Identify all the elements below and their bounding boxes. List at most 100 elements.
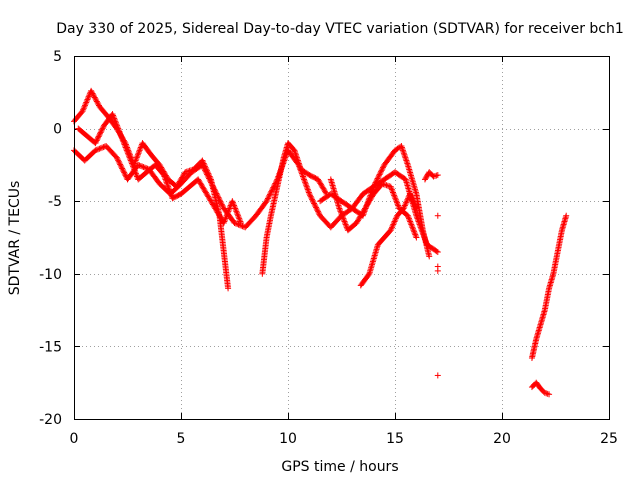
data-point-track-c <box>120 140 127 147</box>
data-point-track-c <box>97 129 104 136</box>
y-tick-labels: 5 0 -5 -10 -15 -20 <box>39 49 62 428</box>
data-point-track-b <box>92 95 99 102</box>
data-point-track-c <box>114 124 121 131</box>
data-point-track-c <box>127 157 134 164</box>
data-point-track-e <box>377 168 384 175</box>
data-point-track-c <box>237 219 244 226</box>
data-point-track-b <box>82 100 89 107</box>
data-point-track-a <box>434 249 441 256</box>
data-point-track-c <box>124 150 131 157</box>
data-point-track-c <box>119 135 126 142</box>
data-point-track-b <box>90 93 97 100</box>
data-point-track-f <box>390 190 397 197</box>
x-tick-label: 15 <box>386 431 404 447</box>
data-point-track-a <box>97 145 104 152</box>
data-point-track-f <box>412 233 419 240</box>
data-point-track-g <box>409 196 416 203</box>
data-point-track-e <box>377 170 384 177</box>
data-point-track-c <box>163 179 170 186</box>
data-point-track-a <box>115 158 122 165</box>
data-point-track-g <box>407 192 414 199</box>
data-point-track-c <box>122 144 129 151</box>
data-point-track-a <box>268 188 275 195</box>
data-point-track-c <box>226 205 233 212</box>
data-point-track-c <box>164 180 171 187</box>
data-point-track-b <box>201 161 208 168</box>
data-point-track-c <box>114 122 121 129</box>
data-point-track-a <box>141 164 148 171</box>
data-point-track-a <box>116 160 123 167</box>
data-point-track-a <box>313 204 320 211</box>
data-point-track-g <box>390 221 397 228</box>
y-tick-label: -5 <box>48 194 62 210</box>
data-point-track-a <box>121 170 128 177</box>
data-point-track-e <box>373 176 380 183</box>
data-point-track-e <box>372 179 379 186</box>
data-point-track-a <box>310 199 317 206</box>
data-point-track-h <box>434 172 441 179</box>
data-point-track-b <box>137 145 144 152</box>
data-point-track-f <box>405 214 412 221</box>
data-point-track-c <box>116 128 123 135</box>
data-point-track-b <box>207 174 214 181</box>
data-point-track-a <box>304 186 311 193</box>
data-point-track-c <box>222 215 229 222</box>
data-point-track-g <box>401 202 408 209</box>
data-point-track-g <box>408 195 415 202</box>
data-point-track-f <box>338 211 345 218</box>
data-point-track-b <box>205 170 212 177</box>
data-point-track-g <box>413 205 420 212</box>
data-point-track-g <box>389 222 396 229</box>
x-tick-label: 5 <box>177 431 186 447</box>
data-point-track-c <box>121 141 128 148</box>
data-point-track-a <box>413 214 420 221</box>
data-point-track-f <box>406 217 413 224</box>
data-point-track-f <box>340 215 347 222</box>
data-point-track-a <box>300 174 307 181</box>
data-point-track-f <box>390 189 397 196</box>
data-point-track-c <box>229 199 236 206</box>
data-point-track-a <box>268 187 275 194</box>
data-point-track-c <box>119 137 126 144</box>
data-point-track-c <box>225 206 232 213</box>
data-point-track-f <box>387 183 394 190</box>
data-point-track-a <box>305 189 312 196</box>
data-point-track-a <box>269 185 276 192</box>
data-point-track-c <box>94 136 101 143</box>
data-point-track-c <box>93 137 100 144</box>
data-point-track-a <box>315 209 322 216</box>
data-point-track-f <box>342 219 349 226</box>
data-point-track-c <box>109 111 116 118</box>
data-point-track-f <box>343 222 350 229</box>
data-point-track-e <box>376 171 383 178</box>
data-point-track-c <box>115 125 122 132</box>
data-point-track-a <box>265 194 272 201</box>
data-point-track-f <box>336 206 343 213</box>
data-point-track-c <box>122 143 129 150</box>
axis-ticks <box>74 56 610 420</box>
data-point-track-a <box>312 203 319 210</box>
data-point-track-f <box>339 214 346 221</box>
data-point-track-g <box>412 202 419 209</box>
data-point-track-a <box>309 197 316 204</box>
data-point-track-a <box>219 202 226 209</box>
data-point-track-a <box>140 164 147 171</box>
data-point-track-c <box>235 212 242 219</box>
data-point-track-c <box>97 130 104 137</box>
data-point-track-c <box>132 170 139 177</box>
data-point-track-c <box>117 131 124 138</box>
data-point-track-g <box>408 193 415 200</box>
data-point-track-e <box>379 165 386 172</box>
data-point-track-a <box>231 219 238 226</box>
data-point-track-a <box>302 180 309 187</box>
data-point-track-a <box>139 163 146 170</box>
data-point-track-f <box>407 218 414 225</box>
data-point-track-e <box>370 183 377 190</box>
x-tick-label: 25 <box>600 431 618 447</box>
data-point-track-b <box>80 105 87 112</box>
data-point-track-c <box>164 182 171 189</box>
data-point-track-c <box>133 172 140 179</box>
data-point-track-e <box>375 174 382 181</box>
data-point-track-a <box>301 176 308 183</box>
data-point-track-g <box>410 198 417 205</box>
